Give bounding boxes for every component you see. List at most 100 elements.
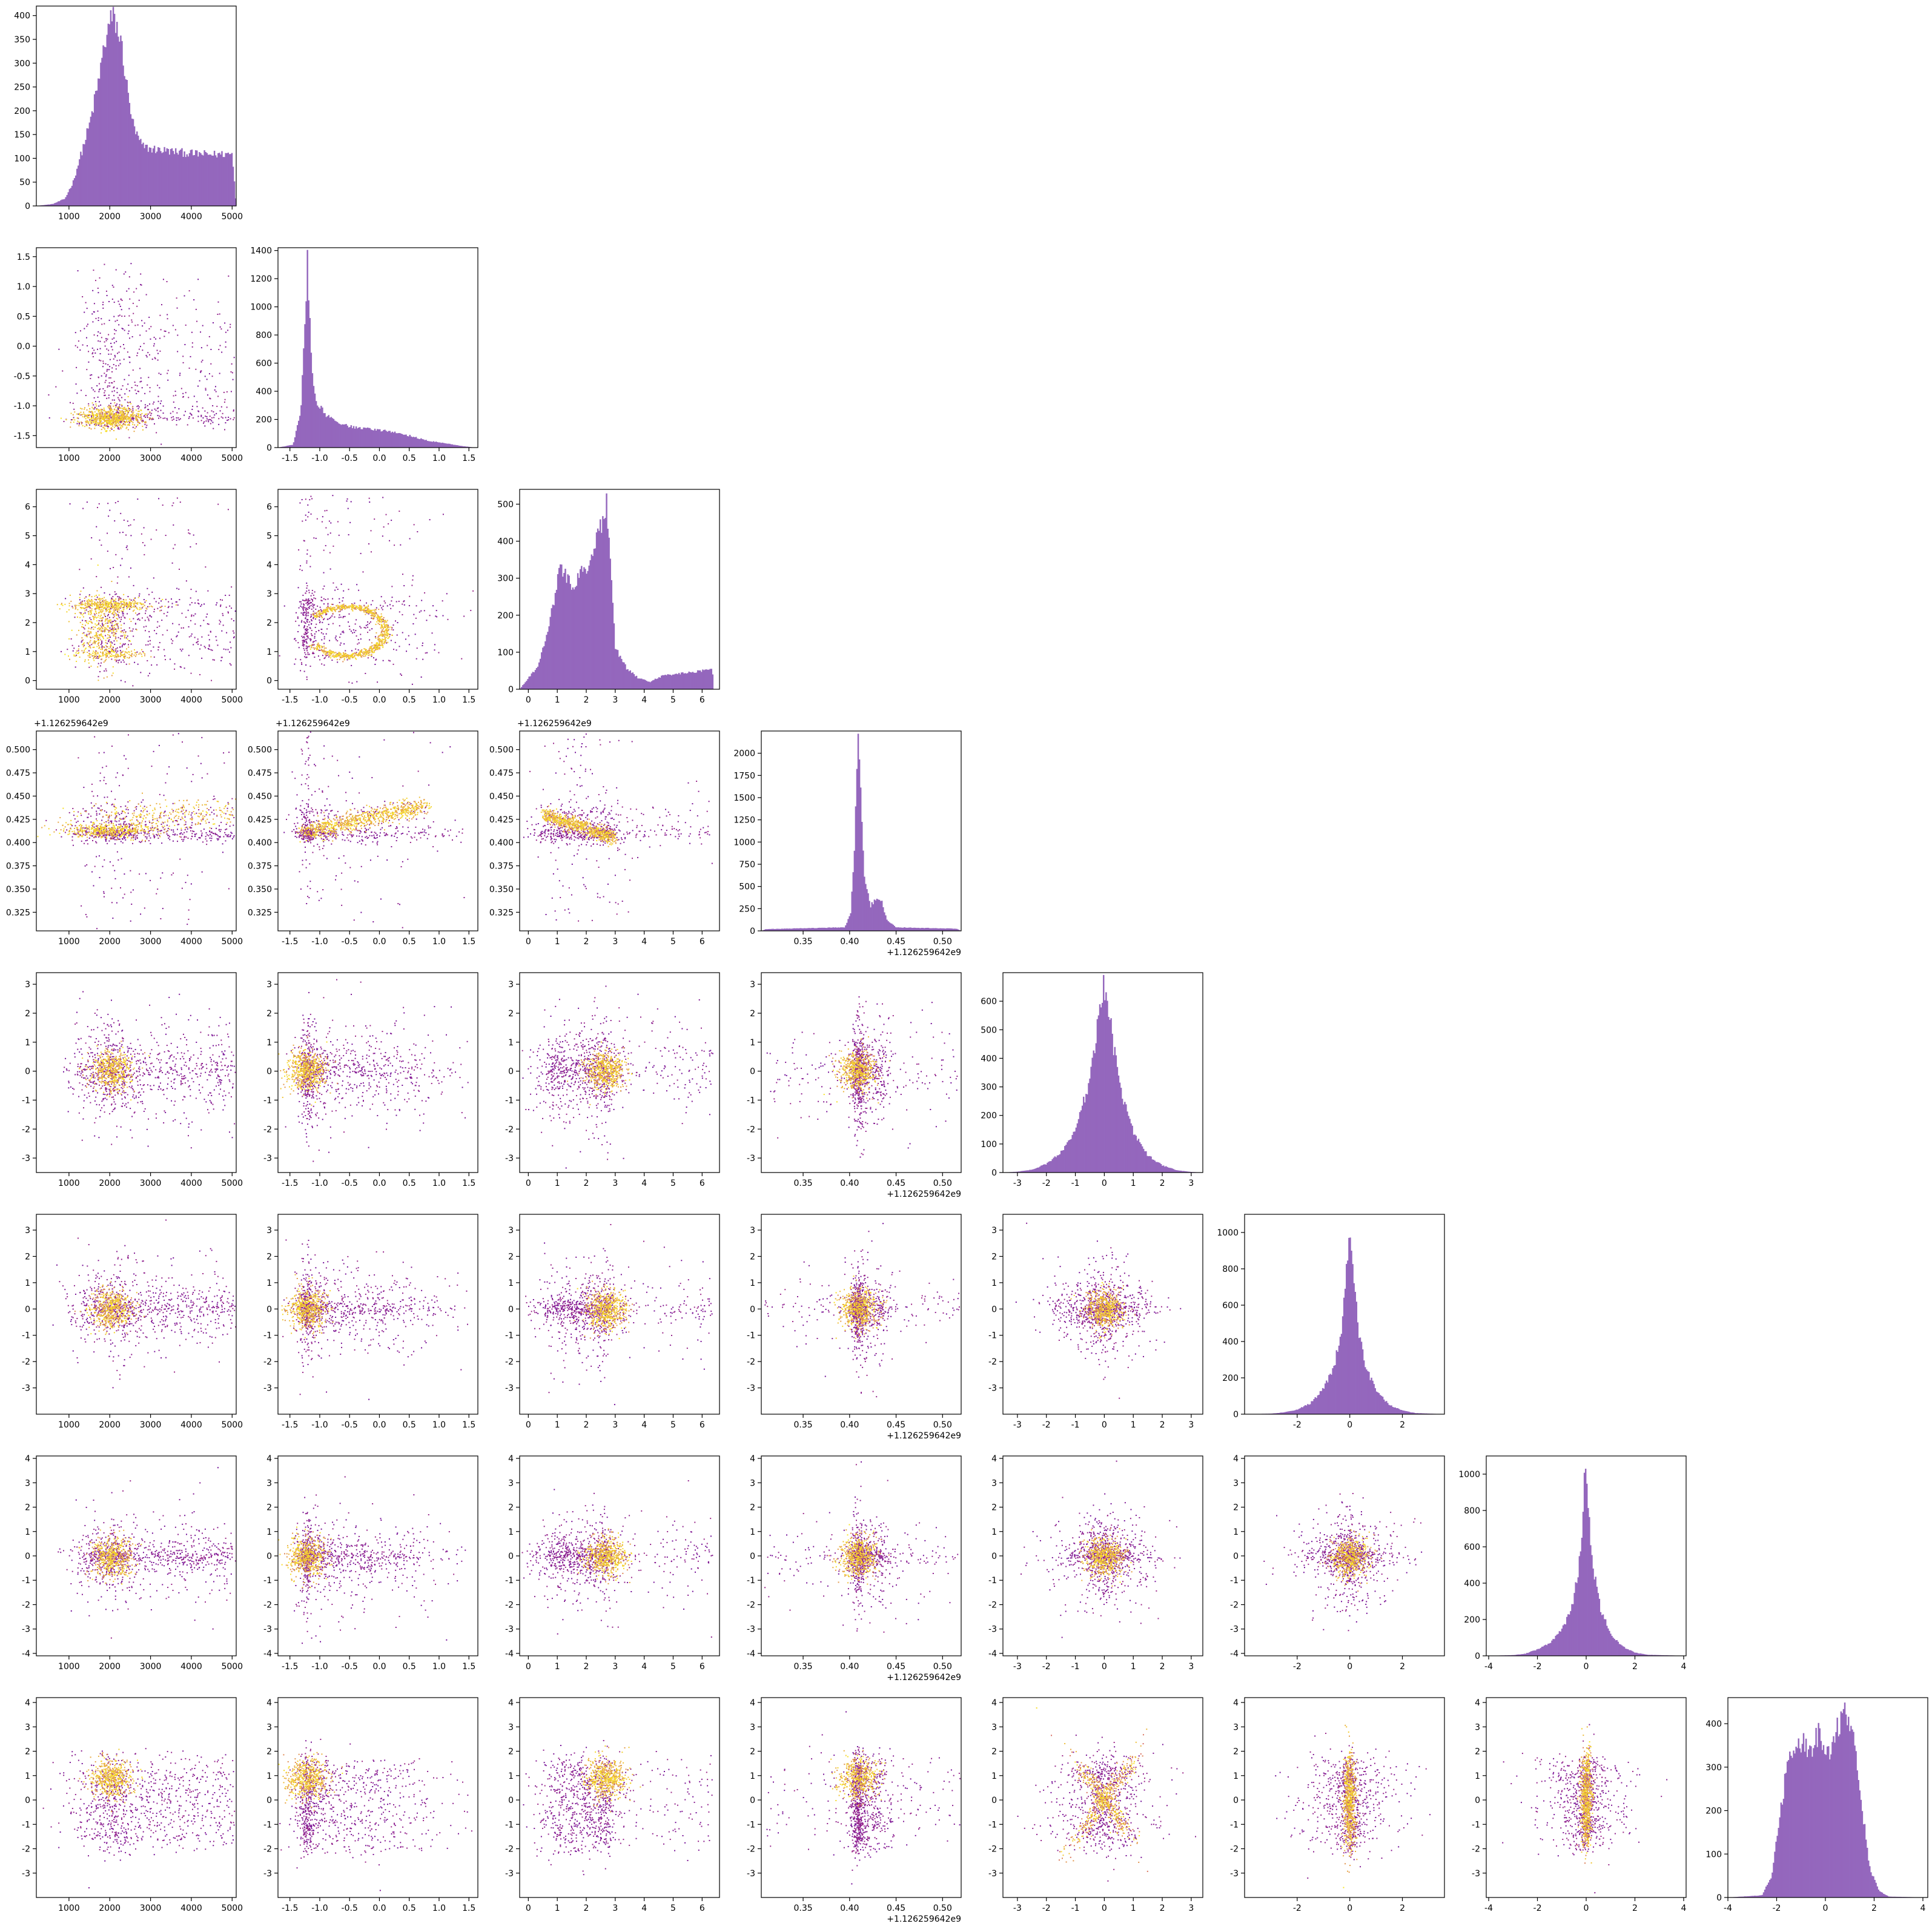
scatter-point	[324, 657, 326, 658]
scatter-point	[386, 620, 388, 621]
scatter-point	[101, 630, 103, 632]
scatter-point	[139, 334, 141, 336]
scatter-point	[298, 624, 300, 626]
histogram-bar	[186, 154, 188, 206]
scatter-point	[311, 598, 313, 600]
scatter-point	[125, 632, 127, 634]
scatter-point	[159, 314, 161, 316]
scatter-point	[98, 612, 99, 614]
histogram-bar	[372, 430, 375, 448]
scatter-point	[147, 415, 148, 417]
scatter-point	[120, 601, 122, 603]
scatter-point	[306, 678, 308, 680]
scatter-point	[127, 332, 129, 334]
scatter-point	[91, 417, 93, 418]
scatter-point	[380, 632, 382, 634]
scatter-point	[357, 653, 359, 655]
scatter-point	[303, 611, 305, 613]
scatter-point	[104, 394, 106, 396]
scatter-point	[374, 610, 375, 612]
scatter-point	[137, 324, 139, 326]
scatter-point	[116, 605, 117, 607]
scatter-point	[207, 647, 209, 649]
scatter-point	[82, 643, 84, 645]
scatter-point	[371, 654, 372, 656]
scatter-point	[88, 595, 90, 597]
scatter-point	[96, 657, 98, 659]
scatter-point	[179, 374, 180, 376]
scatter-point	[130, 643, 132, 645]
scatter-point	[103, 638, 105, 640]
scatter-point	[98, 604, 99, 606]
scatter-point	[121, 601, 122, 603]
scatter-point	[101, 423, 103, 425]
scatter-point	[422, 644, 423, 646]
scatter-point	[102, 604, 104, 606]
scatter-point	[191, 602, 193, 604]
scatter-panel-3-0: 0.3250.3500.3750.4000.4250.4500.4750.500…	[6, 719, 243, 947]
scatter-point	[84, 661, 86, 663]
scatter-point	[124, 421, 126, 423]
scatter-point	[359, 652, 360, 654]
scatter-point	[117, 411, 119, 413]
scatter-point	[118, 412, 120, 414]
scatter-point	[357, 649, 359, 651]
scatter-point	[308, 592, 310, 594]
scatter-point	[120, 412, 122, 414]
scatter-point	[88, 654, 90, 656]
scatter-point	[88, 666, 90, 668]
scatter-point	[73, 647, 75, 649]
scatter-point	[94, 643, 96, 644]
scatter-point	[297, 617, 299, 619]
scatter-point	[354, 602, 356, 604]
scatter-point	[62, 370, 64, 372]
histogram-bar	[362, 429, 363, 448]
scatter-point	[113, 600, 114, 602]
scatter-point	[381, 634, 383, 636]
x-tick-label: 4000	[180, 454, 202, 463]
scatter-point	[306, 591, 308, 592]
scatter-point	[180, 627, 182, 629]
scatter-point	[340, 583, 342, 585]
scatter-point	[144, 423, 146, 425]
scatter-point	[306, 607, 308, 609]
scatter-point	[81, 641, 82, 643]
scatter-point	[368, 611, 370, 613]
scatter-point	[91, 415, 93, 417]
scatter-point	[308, 646, 310, 647]
scatter-point	[105, 414, 107, 416]
scatter-point	[134, 382, 136, 383]
histogram-bar	[120, 35, 122, 206]
scatter-point	[220, 416, 222, 418]
scatter-point	[117, 300, 119, 302]
scatter-point	[322, 588, 324, 590]
scatter-point	[110, 409, 112, 411]
scatter-point	[225, 595, 227, 597]
scatter-point	[144, 620, 146, 621]
scatter-point	[114, 607, 116, 609]
scatter-point	[356, 606, 357, 608]
scatter-point	[302, 613, 304, 615]
scatter-point	[298, 549, 300, 551]
scatter-point	[383, 623, 385, 625]
scatter-point	[138, 299, 140, 301]
scatter-point	[137, 424, 139, 426]
scatter-point	[173, 395, 174, 397]
scatter-point	[106, 421, 108, 423]
scatter-point	[63, 420, 65, 422]
scatter-point	[99, 388, 101, 390]
scatter-point	[323, 549, 325, 551]
scatter-point	[74, 613, 76, 615]
histogram-bar	[144, 148, 145, 206]
scatter-point	[360, 654, 362, 656]
scatter-point	[78, 423, 80, 425]
scatter-point	[279, 655, 280, 657]
scatter-point	[134, 424, 136, 426]
scatter-point	[129, 401, 131, 403]
scatter-point	[379, 618, 381, 620]
scatter-point	[194, 602, 196, 604]
scatter-point	[116, 629, 117, 630]
scatter-point	[322, 611, 324, 613]
scatter-point	[320, 649, 322, 651]
scatter-point	[86, 603, 88, 604]
